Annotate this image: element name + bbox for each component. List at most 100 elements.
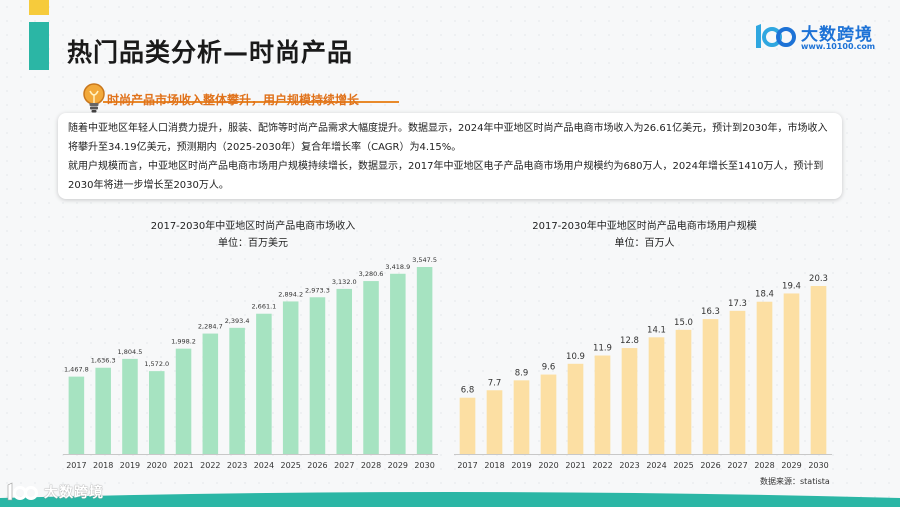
revenue-bar-2024 bbox=[256, 313, 272, 454]
revenue-bar-2017 bbox=[68, 376, 85, 454]
subtitle-underline bbox=[103, 101, 399, 103]
revenue-x-tick-2019: 2019 bbox=[120, 461, 140, 470]
summary-box: 随着中亚地区年轻人口消费力提升，服装、配饰等时尚产品需求大幅度提升。数据显示，2… bbox=[58, 113, 842, 199]
logo-mark-icon bbox=[756, 24, 796, 48]
revenue-data-label-2018: 1,636.3 bbox=[91, 357, 116, 365]
users-x-tick-2030: 2030 bbox=[808, 461, 828, 470]
users-bar-2026 bbox=[702, 319, 719, 454]
title-accent-yellow bbox=[29, 0, 49, 15]
users-data-label-2030: 20.3 bbox=[809, 274, 828, 284]
users-data-label-2025: 15.0 bbox=[674, 318, 693, 328]
revenue-chart: 2017-2030年中亚地区时尚产品电商市场收入 单位：百万美元 1,467.8… bbox=[58, 218, 448, 473]
revenue-bar-2026 bbox=[309, 297, 326, 454]
lightbulb-icon bbox=[83, 83, 105, 113]
users-chart: 2017-2030年中亚地区时尚产品电商市场用户规模 单位：百万人 6.8 201… bbox=[452, 218, 837, 473]
users-chart-plot: 6.8 2017 7.7 2018 8.9 2019 9.6 2020 10.9 2021 11.9… bbox=[454, 274, 832, 470]
users-data-label-2021: 10.9 bbox=[566, 352, 585, 362]
users-chart-unit: 单位：百万人 bbox=[614, 238, 675, 249]
users-bar-2022 bbox=[594, 355, 611, 454]
revenue-chart-plot: 1,467.8 2017 1,636.3 2018 1,804.5 2019 1,572.0… bbox=[63, 256, 438, 470]
section-subtitle: 时尚产品市场收入整体攀升，用户规模持续增长 bbox=[107, 93, 360, 107]
revenue-data-label-2022: 2,284.7 bbox=[198, 323, 223, 331]
revenue-x-tick-2018: 2018 bbox=[93, 461, 113, 470]
users-bar-2030 bbox=[810, 286, 827, 454]
revenue-data-label-2028: 3,280.6 bbox=[359, 270, 384, 278]
revenue-bar-2023 bbox=[229, 327, 245, 454]
users-x-tick-2018: 2018 bbox=[484, 461, 504, 470]
users-chart-title: 2017-2030年中亚地区时尚产品电商市场用户规模 bbox=[532, 221, 757, 232]
revenue-bar-2030 bbox=[416, 267, 433, 454]
revenue-data-label-2021: 1,998.2 bbox=[171, 338, 196, 346]
users-bar-2021 bbox=[567, 363, 584, 454]
users-data-label-2028: 18.4 bbox=[755, 290, 774, 300]
revenue-bar-2025 bbox=[282, 301, 299, 454]
users-x-tick-2017: 2017 bbox=[457, 461, 477, 470]
users-data-label-2024: 14.1 bbox=[647, 325, 666, 335]
revenue-x-tick-2027: 2027 bbox=[334, 461, 354, 470]
users-x-tick-2029: 2029 bbox=[781, 461, 801, 470]
users-x-tick-2023: 2023 bbox=[619, 461, 639, 470]
brand-logo: 大数跨境 www.10100.com bbox=[752, 18, 892, 56]
logo-name: 大数跨境 bbox=[801, 25, 873, 45]
revenue-bar-2028 bbox=[363, 281, 379, 454]
revenue-x-tick-2023: 2023 bbox=[227, 461, 247, 470]
revenue-bar-2027 bbox=[336, 288, 353, 454]
users-x-tick-2024: 2024 bbox=[646, 461, 666, 470]
users-x-tick-2022: 2022 bbox=[592, 461, 612, 470]
users-x-tick-2027: 2027 bbox=[727, 461, 747, 470]
revenue-data-label-2024: 2,661.1 bbox=[251, 303, 276, 311]
users-data-label-2023: 12.8 bbox=[620, 336, 639, 346]
users-data-label-2017: 6.8 bbox=[461, 386, 475, 396]
users-bar-2029 bbox=[783, 293, 800, 454]
watermark: 大数跨境 bbox=[6, 482, 116, 502]
revenue-x-tick-2025: 2025 bbox=[280, 461, 300, 470]
logo-url: www.10100.com bbox=[801, 42, 876, 51]
users-bar-2025 bbox=[675, 329, 692, 454]
revenue-bar-2020 bbox=[148, 371, 165, 454]
footer-wave-shape bbox=[0, 492, 900, 507]
revenue-bar-2022 bbox=[202, 333, 219, 454]
page-title: 热门品类分析—时尚产品 bbox=[67, 38, 354, 67]
revenue-x-tick-2028: 2028 bbox=[361, 461, 381, 470]
revenue-data-label-2030: 3,547.5 bbox=[412, 256, 437, 264]
users-x-tick-2019: 2019 bbox=[511, 461, 531, 470]
revenue-bar-2018 bbox=[95, 367, 111, 454]
revenue-x-tick-2020: 2020 bbox=[147, 461, 167, 470]
users-data-label-2027: 17.3 bbox=[728, 299, 747, 309]
users-x-tick-2021: 2021 bbox=[565, 461, 585, 470]
watermark-logo-icon bbox=[7, 482, 38, 501]
revenue-data-label-2020: 1,572.0 bbox=[144, 360, 169, 368]
users-data-label-2022: 11.9 bbox=[593, 344, 612, 354]
revenue-chart-title: 2017-2030年中亚地区时尚产品电商市场收入 bbox=[150, 221, 356, 232]
users-data-label-2020: 9.6 bbox=[542, 363, 556, 373]
users-bar-2023 bbox=[621, 348, 638, 454]
users-data-label-2018: 7.7 bbox=[488, 378, 502, 388]
summary-paragraph-users: 就用户规模而言，中亚地区时尚产品电商市场用户规模持续增长，数据显示，2017年中… bbox=[68, 161, 824, 191]
users-bar-2027 bbox=[729, 310, 746, 454]
users-bar-2019 bbox=[513, 380, 530, 454]
revenue-data-label-2027: 3,132.0 bbox=[332, 278, 357, 286]
revenue-data-label-2025: 2,894.2 bbox=[278, 290, 303, 298]
revenue-x-tick-2024: 2024 bbox=[254, 461, 274, 470]
revenue-bar-2029 bbox=[390, 273, 406, 454]
footer-band bbox=[0, 490, 900, 507]
users-data-label-2029: 19.4 bbox=[782, 281, 801, 291]
revenue-x-tick-2017: 2017 bbox=[66, 461, 86, 470]
watermark-name: 大数跨境 bbox=[44, 485, 104, 501]
summary-paragraph-revenue: 随着中亚地区年轻人口消费力提升，服装、配饰等时尚产品需求大幅度提升。数据显示，2… bbox=[68, 123, 828, 153]
revenue-x-tick-2021: 2021 bbox=[173, 461, 193, 470]
revenue-data-label-2017: 1,467.8 bbox=[64, 366, 89, 374]
users-x-tick-2020: 2020 bbox=[538, 461, 558, 470]
revenue-data-label-2019: 1,804.5 bbox=[118, 348, 143, 356]
users-bar-2018 bbox=[486, 390, 503, 454]
users-data-label-2026: 16.3 bbox=[701, 307, 720, 317]
revenue-x-tick-2029: 2029 bbox=[388, 461, 408, 470]
users-bar-2020 bbox=[540, 374, 557, 454]
users-bar-2017 bbox=[459, 397, 476, 454]
title-accent-teal bbox=[29, 22, 49, 70]
revenue-chart-unit: 单位：百万美元 bbox=[218, 238, 288, 249]
revenue-x-tick-2022: 2022 bbox=[200, 461, 220, 470]
users-bar-2028 bbox=[756, 301, 773, 454]
data-source: 数据来源：statista bbox=[760, 477, 830, 486]
users-x-tick-2028: 2028 bbox=[754, 461, 774, 470]
